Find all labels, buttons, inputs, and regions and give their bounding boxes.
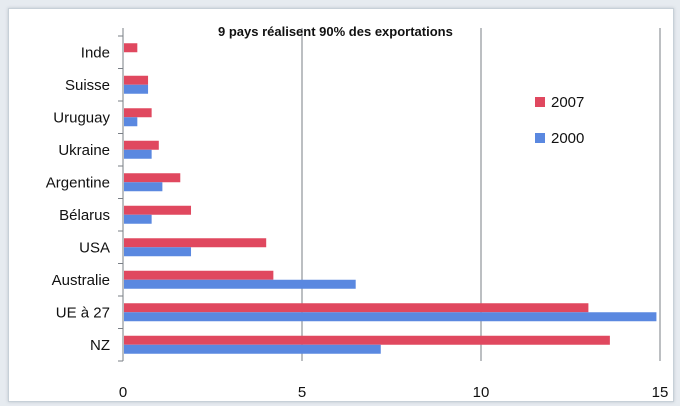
bar-2007: [124, 205, 192, 215]
chart-panel: Inde Suisse Uruguay Ukraine Argentine Bélarus…: [8, 8, 674, 402]
category-label: Argentine: [46, 174, 110, 191]
category-label: Bélarus: [59, 207, 110, 224]
bar-2007: [124, 238, 267, 248]
legend-swatch-2000: [535, 133, 545, 143]
category-label: USA: [79, 239, 110, 256]
legend-label-2007: 2007: [551, 94, 584, 111]
bar-chart: Inde Suisse Uruguay Ukraine Argentine Bélarus…: [46, 28, 669, 401]
x-tick-label: 10: [473, 384, 490, 401]
x-tick-label: 0: [119, 384, 127, 401]
bar-2007: [124, 43, 138, 53]
x-tick-label: 5: [298, 384, 306, 401]
bar-2007: [124, 140, 159, 150]
bar-2000: [124, 247, 192, 257]
category-label: Ukraine: [58, 142, 110, 159]
bar-2000: [124, 344, 381, 354]
bar-2007: [124, 335, 610, 345]
category-label: Suisse: [65, 77, 110, 94]
category-label: Australie: [52, 272, 110, 289]
bar-2000: [124, 117, 138, 127]
legend-label-2000: 2000: [551, 130, 584, 147]
bar-2000: [124, 149, 152, 159]
category-label: NZ: [90, 337, 110, 354]
category-label: Inde: [81, 44, 110, 61]
bar-2000: [124, 279, 356, 289]
bar-2000: [124, 84, 149, 94]
category-label: UE à 27: [56, 304, 110, 321]
bar-2000: [124, 182, 163, 192]
bar-2000: [124, 214, 152, 224]
x-tick-label: 15: [652, 384, 669, 401]
chart-title: 9 pays réalisent 90% des exportations: [218, 24, 453, 39]
legend-swatch-2007: [535, 97, 545, 107]
category-label: Uruguay: [53, 109, 110, 126]
bar-2007: [124, 303, 589, 313]
bar-2007: [124, 108, 152, 118]
bar-2007: [124, 270, 274, 280]
bar-2000: [124, 312, 657, 322]
bar-2007: [124, 173, 181, 183]
bar-2007: [124, 75, 149, 85]
